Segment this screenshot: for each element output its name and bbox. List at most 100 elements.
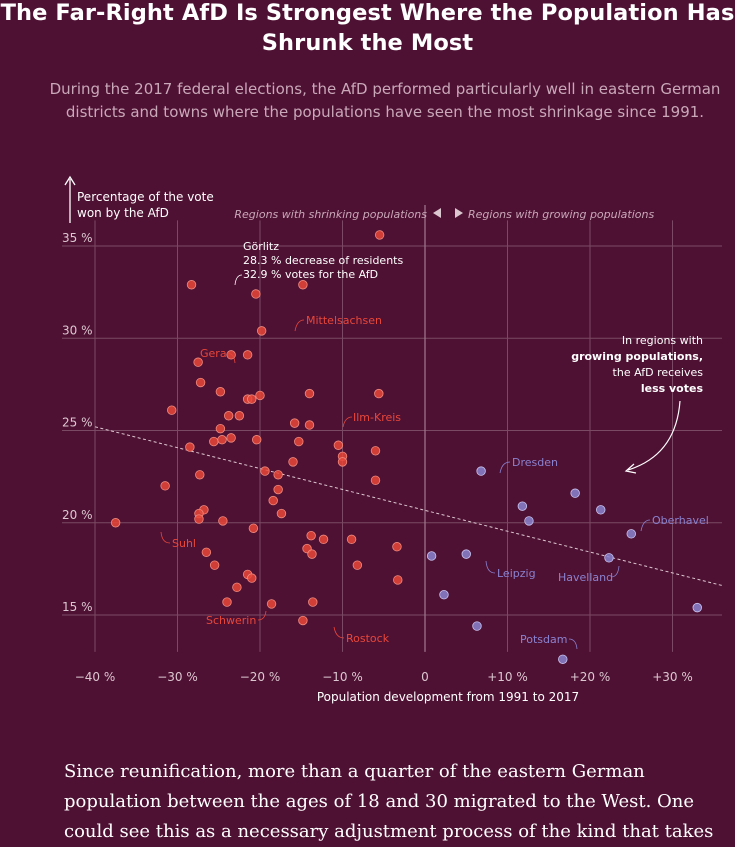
label-mittelsachsen: Mittelsachsen <box>306 314 382 327</box>
growing-data-point <box>596 505 606 515</box>
region-label-growing: Regions with growing populations <box>468 208 654 221</box>
shrinking-data-point <box>294 436 304 447</box>
shrinking-data-point <box>252 435 262 445</box>
label-layer: Percentage of the vote won by the AfD Re… <box>64 175 709 704</box>
growing-data-point <box>439 590 449 600</box>
shrinking-data-point <box>255 390 265 401</box>
grid-layer: 15 % 20 % 25 % 30 % 35 % −40 % −30 % −20 % −10 %… <box>62 205 722 684</box>
shrinking-data-point <box>242 350 253 360</box>
y-tick-label: 35 % <box>62 231 93 245</box>
right-arrow-icon <box>455 208 463 218</box>
x-tick-label: +20 % <box>570 670 611 684</box>
shrinking-data-point <box>370 475 381 486</box>
shrinking-data-point <box>268 495 278 506</box>
shrinking-data-point <box>266 599 277 609</box>
shrinking-data-point <box>308 597 318 607</box>
shrinking-data-point <box>234 411 245 421</box>
shrinking-data-point <box>194 514 204 524</box>
scatter-chart: 15 % 20 % 25 % 30 % 35 % −40 % −30 % −20 % −10 %… <box>62 175 723 704</box>
shrinking-data-point <box>160 481 170 491</box>
shrinking-data-point <box>273 470 283 480</box>
label-dresden: Dresden <box>512 456 558 469</box>
growing-data-point <box>604 553 614 563</box>
leader-gera <box>226 352 236 364</box>
shrinking-data-point <box>223 411 234 421</box>
x-tick-label: −20 % <box>240 670 281 684</box>
shrinking-data-point <box>251 289 261 299</box>
region-label-shrinking: Regions with shrinking populations <box>234 208 427 221</box>
shrinking-data-point <box>288 457 298 467</box>
annotation-line2: growing populations, <box>571 350 703 363</box>
growing-data-point <box>524 516 534 526</box>
x-tick-label: +30 % <box>652 670 693 684</box>
growing-data-point <box>461 549 471 559</box>
x-axis-title: Population development from 1991 to 2017 <box>317 690 579 704</box>
body-paragraph: Since reunification, more than a quarter… <box>64 761 714 842</box>
leader-leipzig <box>485 560 496 574</box>
shrinking-data-point <box>201 547 212 557</box>
shrinking-data-point <box>276 508 287 519</box>
shrinking-data-point <box>193 357 203 367</box>
shrinking-data-point <box>248 523 259 533</box>
left-arrow-icon <box>433 208 441 218</box>
shrinking-data-point <box>247 394 257 404</box>
growing-data-point <box>570 488 580 498</box>
shrinking-data-point <box>298 280 308 290</box>
label-ilm-kreis: Ilm-Kreis <box>353 411 401 424</box>
shrinking-data-point <box>392 542 402 552</box>
shrinking-data-point <box>185 442 195 452</box>
annotation-line1: In regions with <box>622 334 703 347</box>
shrinking-data-point <box>304 388 315 399</box>
x-tick-label: +10 % <box>487 670 528 684</box>
shrinking-data-point <box>217 435 227 445</box>
y-axis-title-line2: won by the AfD <box>77 206 169 220</box>
point-layer <box>110 230 702 664</box>
growing-data-point <box>476 466 486 476</box>
shrinking-data-point <box>167 405 177 415</box>
x-tick-label: −40 % <box>75 670 116 684</box>
y-axis-title-line1: Percentage of the vote <box>77 190 214 204</box>
leader-suhl <box>160 531 171 544</box>
shrinking-data-point <box>318 534 329 545</box>
shrinking-data-point <box>209 560 220 570</box>
shrinking-data-point <box>218 516 228 526</box>
annotation-arrow <box>627 400 681 471</box>
shrinking-data-point <box>273 484 283 495</box>
label-suhl: Suhl <box>172 537 196 550</box>
shrinking-data-point <box>232 582 242 593</box>
shrinking-data-point <box>222 597 232 607</box>
leader-havelland <box>610 565 620 578</box>
leader-potsdam <box>568 638 578 650</box>
shrinking-data-point <box>374 230 385 240</box>
shrinking-data-point <box>370 446 381 456</box>
growing-data-point <box>558 654 568 664</box>
label-leipzig: Leipzig <box>497 567 536 580</box>
goerlitz-decrease: 28.3 % decrease of residents <box>243 254 403 267</box>
shrinking-data-point <box>346 534 357 545</box>
shrinking-data-point <box>260 466 270 476</box>
shrinking-data-point <box>306 530 316 541</box>
y-tick-label: 30 % <box>62 323 93 337</box>
shrinking-data-point <box>393 575 403 585</box>
label-potsdam: Potsdam <box>520 633 567 646</box>
leader-schwerin <box>257 610 267 621</box>
annotation-line3: the AfD receives <box>613 366 704 379</box>
leader-mittelsachsen <box>294 319 305 332</box>
leader-oberhavel <box>640 519 651 532</box>
growing-data-point <box>426 551 437 561</box>
shrinking-data-point <box>226 433 236 443</box>
page-title: The Far-Right AfD Is Strongest Where the… <box>0 0 735 56</box>
shrinking-data-point <box>215 423 226 434</box>
y-axis-arrowhead <box>64 175 76 186</box>
shrinking-data-point <box>337 457 348 467</box>
label-oberhavel: Oberhavel <box>652 514 709 527</box>
x-tick-label: −10 % <box>322 670 363 684</box>
shrinking-data-point <box>333 440 344 450</box>
shrinking-data-point <box>256 326 267 336</box>
goerlitz-votes: 32.9 % votes for the AfD <box>243 268 378 281</box>
annotation-arrowhead <box>624 463 637 474</box>
leader-dresden <box>499 461 511 474</box>
label-schwerin: Schwerin <box>206 614 256 627</box>
shrinking-data-point <box>352 560 363 570</box>
growing-data-point <box>517 501 528 511</box>
